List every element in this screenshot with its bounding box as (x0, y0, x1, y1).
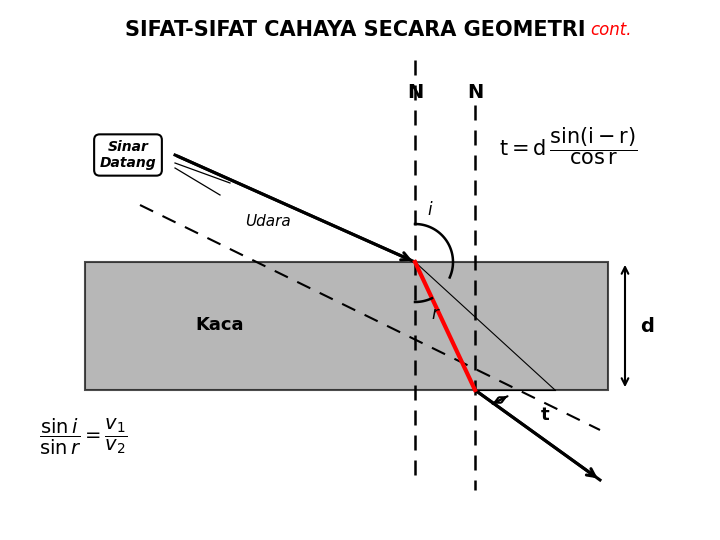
Text: $\dfrac{\sin i}{\sin r} = \dfrac{v_1}{v_2}$: $\dfrac{\sin i}{\sin r} = \dfrac{v_1}{v_… (39, 417, 127, 457)
Text: $\mathrm{t = d\,\dfrac{sin(i-r)}{cos\,r}}$: $\mathrm{t = d\,\dfrac{sin(i-r)}{cos\,r}… (500, 125, 638, 166)
Text: N: N (467, 83, 483, 102)
Bar (85, 262, 608, 390)
Text: Sinar
Datang: Sinar Datang (99, 140, 156, 170)
Text: SIFAT-SIFAT CAHAYA SECARA GEOMETRI: SIFAT-SIFAT CAHAYA SECARA GEOMETRI (125, 20, 585, 40)
Text: r: r (431, 305, 438, 323)
Text: N: N (407, 83, 423, 102)
Text: Kaca: Kaca (196, 316, 244, 334)
Text: Udara: Udara (245, 214, 291, 230)
Text: t: t (541, 406, 549, 424)
Text: d: d (640, 316, 654, 335)
Text: i: i (428, 201, 432, 219)
Text: cont.: cont. (590, 21, 631, 39)
